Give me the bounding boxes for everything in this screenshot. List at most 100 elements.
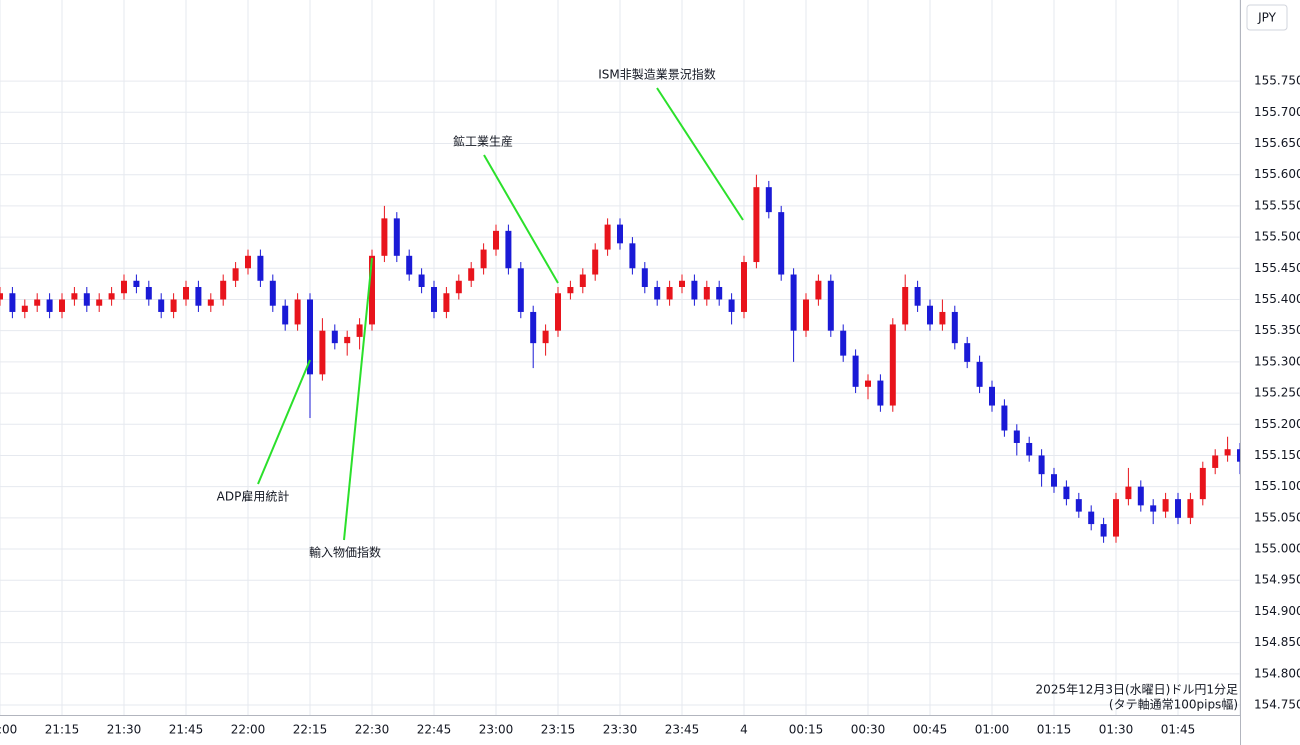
- candle-body: [703, 286, 710, 300]
- candle-body: [108, 293, 115, 300]
- candle-body: [939, 311, 946, 325]
- x-tick-label: 21:45: [169, 723, 204, 737]
- candle-body: [1175, 499, 1181, 518]
- y-tick-label: 154.950: [1254, 573, 1300, 587]
- candle-body: [1162, 499, 1169, 512]
- y-tick-label: 155.300: [1254, 354, 1300, 368]
- candle-body: [480, 249, 487, 269]
- x-tick-label: 23:15: [541, 723, 576, 737]
- x-tick-label: 01:30: [1099, 723, 1134, 737]
- candle-body: [716, 286, 723, 300]
- candle-body: [220, 280, 227, 300]
- candle-body: [170, 299, 177, 312]
- candle-body: [46, 299, 53, 312]
- x-tick-label: 23:45: [665, 723, 700, 737]
- x-tick-label: 21:30: [107, 723, 142, 737]
- candle-body: [245, 255, 251, 269]
- y-tick-label: 155.200: [1254, 417, 1300, 431]
- candle-body: [567, 286, 574, 294]
- candle-body: [294, 299, 301, 325]
- x-tick-label: 4: [740, 723, 748, 737]
- candle-body: [815, 280, 822, 300]
- y-tick-label: 154.800: [1254, 666, 1300, 680]
- candle-body: [1051, 474, 1057, 487]
- y-tick-label: 155.550: [1254, 198, 1300, 212]
- candle-body: [369, 255, 375, 325]
- candle-body: [493, 230, 499, 250]
- x-tick-label: 00:15: [789, 723, 824, 737]
- candle-body: [666, 286, 673, 300]
- candle-body: [1187, 499, 1194, 518]
- candle-body: [145, 286, 152, 300]
- x-tick-label: 01:45: [1161, 723, 1196, 737]
- candle-body: [1026, 442, 1033, 456]
- x-tick-label: 23:00: [479, 723, 514, 737]
- candle-body: [951, 311, 958, 344]
- candle-body: [1075, 499, 1082, 512]
- candle-body: [1100, 524, 1107, 537]
- candle-body: [282, 305, 289, 325]
- candle-body: [133, 280, 140, 287]
- candle-body: [617, 224, 623, 244]
- candle-body: [790, 274, 797, 331]
- candle-body: [654, 286, 661, 300]
- candle-body: [976, 361, 983, 387]
- candle-body: [765, 187, 772, 213]
- candle-body: [517, 268, 524, 312]
- candle-body: [989, 386, 995, 406]
- candle-body: [840, 330, 847, 356]
- x-tick-label: 22:00: [231, 723, 266, 737]
- candle-body: [1224, 449, 1231, 456]
- annotation-label: 輸入物価指数: [309, 545, 381, 560]
- candle-body: [1088, 511, 1095, 525]
- annotation-line: [483, 154, 559, 284]
- candle-body: [778, 212, 785, 275]
- candle-body: [257, 255, 264, 281]
- candle-body: [877, 380, 884, 406]
- candle-body: [71, 293, 78, 300]
- candle-body: [207, 299, 214, 306]
- annotation-label: ADP雇用統計: [217, 489, 290, 504]
- candle-body: [592, 249, 599, 275]
- y-tick-label: 155.500: [1254, 230, 1300, 244]
- grid: [0, 0, 1241, 715]
- candle-body: [83, 293, 90, 306]
- candle-body: [431, 286, 437, 312]
- candles: [0, 174, 1243, 543]
- candle-body: [468, 268, 475, 281]
- candle-body: [21, 305, 28, 312]
- currency-label: JPY: [1257, 11, 1277, 25]
- candle-body: [927, 305, 933, 325]
- y-tick-label: 155.650: [1254, 136, 1300, 150]
- candle-body: [319, 330, 326, 375]
- candle-body: [1199, 467, 1206, 500]
- candle-body: [1125, 486, 1132, 500]
- candle-body: [803, 299, 809, 331]
- x-tick-label: 21:15: [45, 723, 80, 737]
- candle-body: [158, 299, 165, 312]
- candle-body: [1063, 486, 1070, 500]
- y-tick-label: 155.150: [1254, 448, 1300, 462]
- annotation-label: ISM非製造業景況指数: [598, 67, 716, 82]
- candle-body: [1113, 499, 1119, 537]
- candle-body: [579, 274, 586, 287]
- candle-body: [443, 293, 450, 312]
- footnote: 2025年12月3日(水曜日)ドル円1分足: [1036, 683, 1238, 697]
- candle-body: [455, 280, 462, 294]
- x-tick-label: 22:30: [355, 723, 390, 737]
- footnote: (タテ軸通常100pips幅): [1109, 697, 1238, 712]
- axes: 154.750 154.800 154.850 154.900 154.950 155.0…: [0, 74, 1300, 737]
- price-axis-panel: [1240, 0, 1300, 745]
- y-tick-label: 155.250: [1254, 386, 1300, 400]
- candle-body: [1137, 486, 1144, 506]
- candle-body: [555, 293, 561, 331]
- candle-body: [542, 330, 549, 344]
- candle-body: [902, 286, 909, 325]
- candle-body: [96, 299, 103, 306]
- candle-body: [406, 255, 413, 275]
- annotation-line: [343, 257, 373, 541]
- candle-body: [604, 224, 611, 250]
- candle-body: [393, 218, 400, 256]
- candle-body: [728, 299, 735, 312]
